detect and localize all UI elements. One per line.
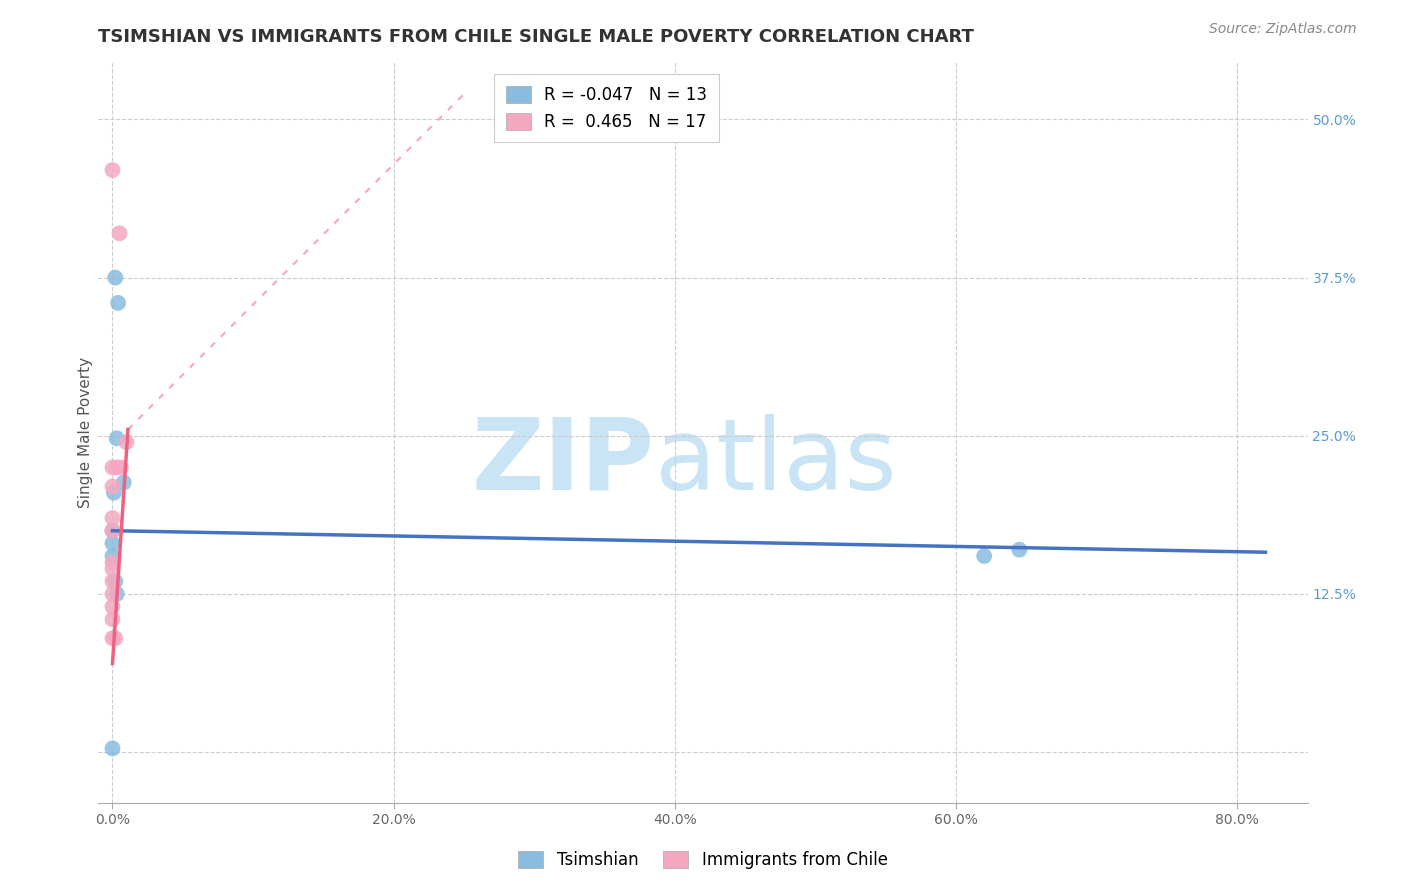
Text: Source: ZipAtlas.com: Source: ZipAtlas.com [1209,22,1357,37]
Text: atlas: atlas [655,414,896,511]
Point [101,524,124,538]
Legend: Tsimshian, Immigrants from Chile: Tsimshian, Immigrants from Chile [509,841,897,880]
Point [115,435,138,450]
Point [103,485,125,500]
Point [1008,542,1031,557]
Point [110,460,132,475]
Point [101,511,124,525]
Point [101,536,124,550]
Point [973,549,995,563]
Point [105,587,128,601]
Point [101,562,124,576]
Point [101,549,124,563]
Point [108,227,131,241]
Point [101,632,124,646]
Point [105,431,128,445]
Point [101,741,124,756]
Y-axis label: Single Male Poverty: Single Male Poverty [77,357,93,508]
Point [101,555,124,569]
Point [104,574,127,589]
Point [101,524,124,538]
Point [101,460,124,475]
Point [101,163,124,178]
Point [104,632,127,646]
Point [101,574,124,589]
Point [112,475,135,490]
Point [101,587,124,601]
Point [105,460,128,475]
Point [101,612,124,626]
Text: TSIMSHIAN VS IMMIGRANTS FROM CHILE SINGLE MALE POVERTY CORRELATION CHART: TSIMSHIAN VS IMMIGRANTS FROM CHILE SINGL… [98,28,974,45]
Legend: R = -0.047   N = 13, R =  0.465   N = 17: R = -0.047 N = 13, R = 0.465 N = 17 [494,74,718,143]
Point [101,599,124,614]
Point [107,296,129,310]
Point [101,479,124,493]
Text: ZIP: ZIP [472,414,655,511]
Point [104,270,127,285]
